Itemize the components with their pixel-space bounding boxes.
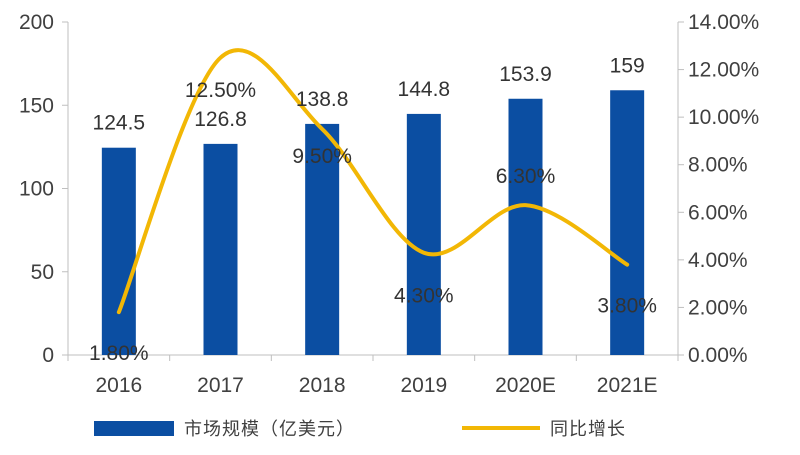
x-tick-label: 2019 [400,374,447,397]
y-right-tick-label: 10.00% [688,106,759,129]
y-left-tick-label: 150 [19,94,54,117]
y-right-tick-label: 6.00% [688,201,748,224]
bar-2021E [610,90,645,355]
legend-line-label: 同比增长 [550,419,626,440]
growth-value-label: 1.80% [89,342,149,365]
y-right-tick-label: 8.00% [688,154,748,177]
growth-value-label: 6.30% [496,165,556,188]
bar-value-label: 159 [610,54,645,77]
y-right-tick-label: 12.00% [688,59,759,82]
legend-bar-swatch [94,421,174,436]
x-tick-label: 2017 [197,374,244,397]
bar-series [101,90,645,356]
bar-value-label: 144.8 [398,78,451,101]
bar-value-label: 153.9 [499,63,552,86]
growth-value-label: 12.50% [185,79,256,102]
growth-line [116,48,630,315]
legend-bar-label: 市场规模（亿美元） [184,419,355,440]
bar-2018 [305,123,340,355]
growth-value-label: 4.30% [394,285,454,308]
y-right-tick-label: 2.00% [688,296,748,319]
y-left-tick-label: 100 [19,178,54,201]
x-tick-label: 2016 [95,374,142,397]
bar-value-label: 138.8 [296,88,349,111]
bar-2016 [101,147,136,355]
growth-value-label: 3.80% [597,295,657,318]
bar-value-label: 124.5 [93,112,146,135]
bar-2019 [406,113,441,356]
bar-2017 [203,143,238,355]
data-labels: 124.5 126.8 138.8 144.8 153.9 159 1.80% 12.50% 9… [89,54,657,365]
x-tick-label: 2020E [495,374,556,397]
y-left-tick-label: 0 [42,344,54,367]
bar-value-label: 126.8 [194,108,247,131]
chart-axes: 0 50 100 150 200 0.00% 2.00% 4.00% 6.00% 8.00% 10.… [19,11,759,397]
legend: 市场规模（亿美元） 同比增长 [94,419,626,440]
y-left-tick-label: 200 [19,11,54,34]
y-right-tick-label: 0.00% [688,344,748,367]
bar-2020E [508,98,543,355]
x-tick-label: 2018 [299,374,346,397]
x-tick-label: 2021E [597,374,658,397]
y-left-tick-label: 50 [31,261,54,284]
y-right-tick-label: 14.00% [688,11,759,34]
line-series [116,48,630,315]
y-right-tick-label: 4.00% [688,249,748,272]
growth-value-label: 9.50% [292,145,352,168]
